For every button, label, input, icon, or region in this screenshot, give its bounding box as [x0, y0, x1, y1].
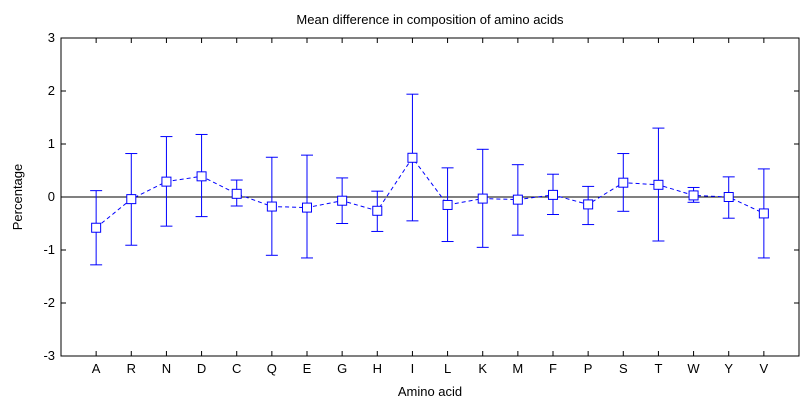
series-line	[95, 156, 765, 229]
data-point	[126, 194, 137, 205]
y-tick-label: -3	[43, 348, 55, 363]
x-tick-label: K	[478, 361, 487, 376]
x-tick-label: L	[444, 361, 451, 376]
x-tick-label: I	[411, 361, 415, 376]
y-axis-label: Percentage	[10, 164, 25, 231]
data-point	[337, 195, 348, 206]
plot-area: -3 -2 -1 0 1 2 3 A R N D C Q E G H I L K M F P S T W Y V	[43, 30, 800, 376]
data-point	[266, 201, 277, 212]
data-point	[758, 208, 769, 219]
y-tick-label: 2	[48, 83, 55, 98]
x-axis-label: Amino acid	[398, 384, 462, 399]
x-tick-label: H	[373, 361, 382, 376]
data-point	[512, 194, 523, 205]
data-point	[442, 199, 453, 210]
x-tick-label: E	[303, 361, 312, 376]
data-point	[688, 190, 699, 201]
data-point	[723, 192, 734, 202]
y-tick-label: -2	[43, 295, 55, 310]
data-point	[196, 171, 207, 182]
x-tick-label: Y	[724, 361, 733, 376]
x-tick-label: R	[127, 361, 136, 376]
data-point	[372, 205, 383, 216]
data-point	[407, 152, 418, 163]
data-point	[477, 193, 488, 204]
x-tick-label: T	[654, 361, 662, 376]
x-tick-label: P	[584, 361, 593, 376]
data-point	[618, 177, 629, 188]
x-tick-label: G	[337, 361, 347, 376]
x-tick-label: A	[92, 361, 101, 376]
chart-title: Mean difference in composition of amino …	[296, 12, 564, 27]
y-tick-label: 1	[48, 136, 55, 151]
x-tick-label: D	[197, 361, 206, 376]
x-tick-label: C	[232, 361, 241, 376]
x-tick-label: M	[512, 361, 523, 376]
data-point	[161, 176, 172, 187]
data-point	[302, 202, 312, 213]
x-tick-label: F	[549, 361, 557, 376]
y-tick-label: -1	[43, 242, 55, 257]
x-tick-label: N	[162, 361, 171, 376]
x-tick-label: Q	[267, 361, 277, 376]
data-point	[231, 188, 242, 199]
data-point	[548, 189, 558, 200]
y-tick-label: 3	[48, 30, 55, 45]
x-tick-label: W	[687, 361, 700, 376]
data-point	[583, 199, 594, 210]
data-point	[653, 179, 664, 190]
x-tick-label: S	[619, 361, 628, 376]
x-tick-label: V	[760, 361, 769, 376]
y-tick-label: 0	[48, 189, 55, 204]
data-point	[91, 222, 102, 233]
